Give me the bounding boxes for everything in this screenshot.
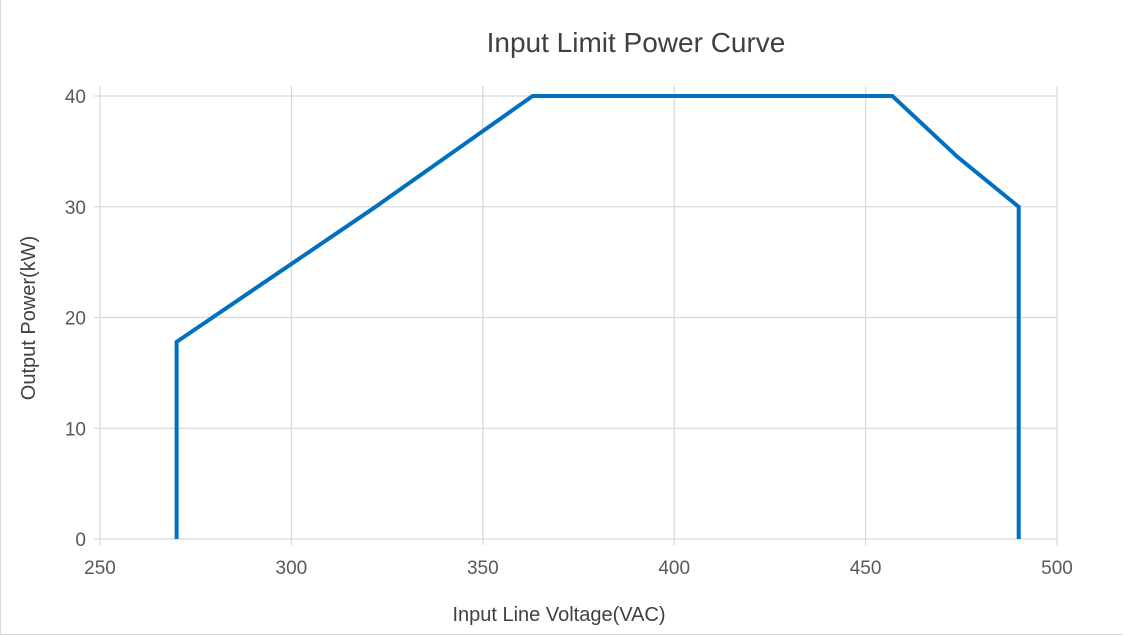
tick-labels: 0 10 20 30 40 250 300 350 400 450 500	[65, 87, 1073, 579]
chart-title: Input Limit Power Curve	[487, 27, 786, 58]
x-tick-label: 400	[658, 558, 690, 579]
x-tick-label: 300	[276, 558, 308, 579]
y-axis-label: Output Power(kW)	[18, 236, 40, 400]
x-tick-label: 500	[1041, 558, 1073, 579]
y-tick-label: 10	[65, 419, 86, 440]
grid	[94, 86, 1058, 545]
series-line	[174, 94, 1021, 539]
x-axis-label: Input Line Voltage(VAC)	[452, 604, 665, 626]
x-tick-label: 250	[84, 558, 116, 579]
y-tick-label: 40	[65, 87, 86, 108]
x-tick-label: 350	[467, 558, 499, 579]
x-tick-label: 450	[850, 558, 882, 579]
y-tick-label: 0	[75, 530, 86, 551]
series-group	[174, 94, 1021, 539]
y-tick-label: 30	[65, 198, 86, 219]
y-tick-label: 20	[65, 309, 86, 330]
